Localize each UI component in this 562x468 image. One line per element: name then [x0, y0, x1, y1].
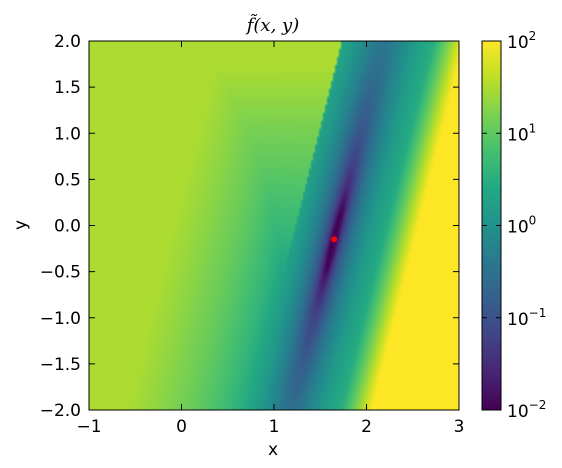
y-tick-label: 2.0 — [54, 32, 81, 52]
minimum-marker — [331, 236, 338, 243]
y-tick-label: 1.0 — [54, 124, 81, 144]
y-tick-label: 1.5 — [54, 78, 81, 98]
chart-title: f̃(x, y) — [245, 13, 299, 36]
y-tick-label: 0.0 — [54, 217, 81, 237]
y-tick-label: −1.5 — [40, 355, 81, 375]
y-axis-label: y — [11, 220, 31, 230]
colorbar-tick-label: 10−2 — [507, 398, 546, 422]
colorbar-tick-label: 102 — [507, 29, 536, 53]
y-tick-label: −0.5 — [40, 263, 81, 283]
y-axis-ticks: −2.0 −1.5 −1.0 −0.5 0.0 0.5 1.0 1.5 2.0 — [40, 32, 459, 421]
colorbar-tick-label: 100 — [507, 214, 536, 238]
heatmap-image — [89, 41, 459, 410]
colorbar-tick-label: 10−1 — [507, 306, 546, 330]
colorbar-ticks: 10−2 10−1 100 101 102 — [482, 29, 546, 422]
x-tick-label: −1 — [76, 417, 101, 437]
y-tick-label: −2.0 — [40, 401, 81, 421]
y-tick-label: 0.5 — [54, 170, 81, 190]
x-tick-label: 1 — [269, 417, 280, 437]
x-tick-label: 2 — [361, 417, 372, 437]
colorbar: 10−2 10−1 100 101 102 — [481, 29, 546, 422]
y-tick-label: −1.0 — [40, 309, 81, 329]
colorbar-tick-label: 101 — [507, 121, 536, 145]
x-axis-label: x — [268, 440, 278, 460]
x-tick-label: 0 — [176, 417, 187, 437]
x-axis-ticks: −1 0 1 2 3 — [76, 41, 464, 437]
plot-area: −1 0 1 2 3 −2.0 −1.5 −1.0 −0.5 0.0 0.5 1.0 1.5 2.0 — [40, 32, 465, 437]
marker-layer — [331, 236, 338, 243]
x-tick-label: 3 — [454, 417, 465, 437]
